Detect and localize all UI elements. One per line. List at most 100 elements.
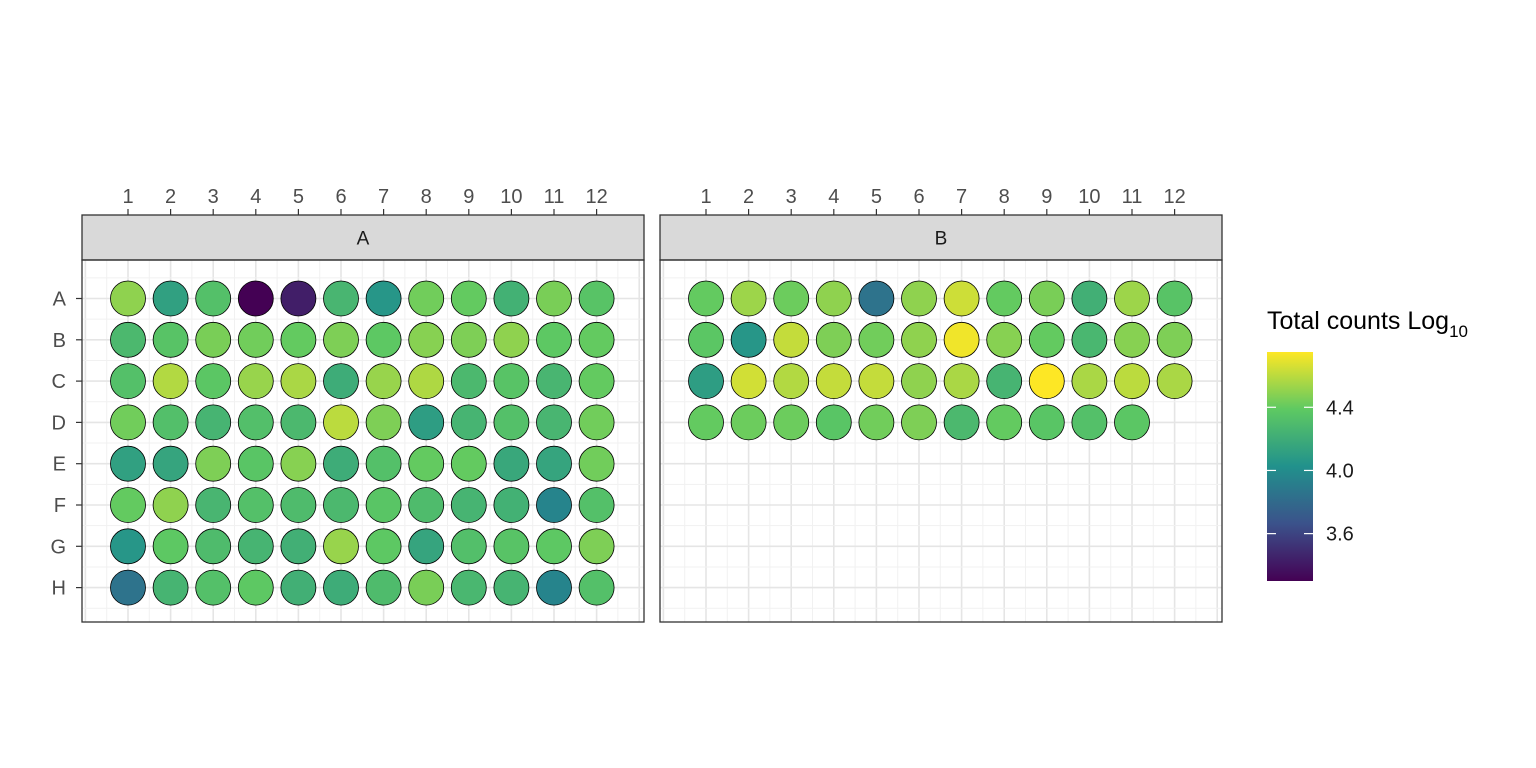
- well-B11: [536, 321, 572, 358]
- well-H2: [152, 569, 189, 606]
- well-C8: [986, 363, 1023, 400]
- legend-ticks: 3.6 4.0 4.4: [1267, 397, 1354, 546]
- well-D7: [365, 404, 402, 441]
- well-C4: [815, 363, 852, 400]
- well-D7: [943, 404, 980, 441]
- well-A8: [408, 280, 445, 317]
- well-E4: [237, 445, 274, 482]
- well-B10: [1071, 321, 1108, 358]
- well-D6: [901, 404, 937, 441]
- well-B4: [237, 321, 274, 358]
- x-tick-label: 10: [500, 186, 522, 208]
- y-tick-label: C: [52, 371, 66, 393]
- well-B1: [110, 321, 146, 358]
- well-H9: [450, 569, 487, 606]
- well-E10: [493, 445, 530, 482]
- well-E7: [365, 445, 402, 482]
- well-C5: [858, 363, 895, 400]
- x-tick-label: 4: [250, 186, 261, 208]
- x-tick-label: 11: [544, 186, 565, 208]
- well-A9: [450, 280, 487, 317]
- well-D5: [280, 404, 317, 441]
- well-C6: [901, 363, 937, 400]
- well-B12: [578, 321, 615, 358]
- well-A12: [1156, 280, 1193, 317]
- well-F12: [578, 487, 615, 523]
- well-B5: [280, 321, 317, 358]
- x-tick-label: 7: [378, 186, 389, 208]
- well-D5: [858, 404, 895, 441]
- well-E9: [450, 445, 487, 482]
- well-E2: [152, 445, 189, 482]
- well-C2: [730, 363, 767, 400]
- well-G10: [493, 528, 530, 565]
- legend-title: Total counts Log10: [1267, 307, 1468, 341]
- well-B6: [323, 321, 359, 358]
- well-H7: [365, 569, 402, 606]
- well-A1: [688, 280, 724, 317]
- well-B1: [688, 321, 724, 358]
- x-tick-label: 3: [208, 186, 219, 208]
- well-G2: [152, 528, 189, 565]
- well-H8: [408, 569, 445, 606]
- well-F10: [493, 487, 530, 523]
- x-tick-label: 9: [463, 186, 474, 208]
- well-B2: [152, 321, 189, 358]
- legend-tick-label: 4.0: [1326, 460, 1354, 482]
- well-A10: [493, 280, 530, 317]
- well-C4: [237, 363, 274, 400]
- well-A5: [280, 280, 317, 317]
- well-G12: [578, 528, 615, 565]
- well-C7: [943, 363, 980, 400]
- well-D10: [493, 404, 530, 441]
- x-tick-label: 9: [1041, 186, 1052, 208]
- x-tick-label: 2: [743, 186, 754, 208]
- well-A3: [773, 280, 810, 317]
- legend-tick-label: 3.6: [1326, 524, 1354, 546]
- wells: [688, 280, 1193, 441]
- x-tick-label: 7: [956, 186, 967, 208]
- x-tick-label: 3: [786, 186, 797, 208]
- wells: [110, 280, 615, 606]
- panel-border: [659, 259, 1223, 623]
- well-A12: [578, 280, 615, 317]
- well-B12: [1156, 321, 1193, 358]
- well-C6: [323, 363, 359, 400]
- well-A6: [901, 280, 937, 317]
- well-H5: [280, 569, 317, 606]
- well-H12: [578, 569, 615, 606]
- x-tick-label: 1: [700, 186, 711, 208]
- well-C7: [365, 363, 402, 400]
- well-D12: [578, 404, 615, 441]
- well-E1: [110, 445, 146, 482]
- well-C11: [1114, 363, 1150, 400]
- well-D9: [1028, 404, 1065, 441]
- well-G6: [323, 528, 359, 565]
- well-B9: [1028, 321, 1065, 358]
- well-B9: [450, 321, 487, 358]
- well-H11: [536, 569, 572, 606]
- well-B8: [986, 321, 1023, 358]
- facet-strip: [81, 214, 645, 261]
- well-A6: [323, 280, 359, 317]
- well-D11: [536, 404, 572, 441]
- well-B6: [901, 321, 937, 358]
- x-tick-label: 10: [1078, 186, 1100, 208]
- y-tick-label: G: [50, 536, 66, 558]
- well-D2: [730, 404, 767, 441]
- well-D1: [688, 404, 724, 441]
- well-F2: [152, 487, 189, 523]
- y-tick-label: E: [53, 454, 66, 476]
- well-C9: [1028, 363, 1065, 400]
- well-B4: [815, 321, 852, 358]
- well-E12: [578, 445, 615, 482]
- well-D11: [1114, 404, 1150, 441]
- well-A9: [1028, 280, 1065, 317]
- x-tick-label: 6: [913, 186, 924, 208]
- well-C2: [152, 363, 189, 400]
- well-C5: [280, 363, 317, 400]
- well-C12: [578, 363, 615, 400]
- well-A7: [365, 280, 402, 317]
- well-E6: [323, 445, 359, 482]
